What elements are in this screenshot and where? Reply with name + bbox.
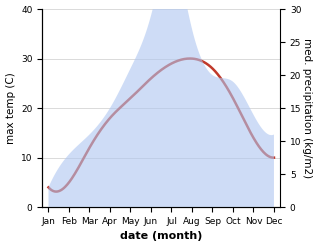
Y-axis label: max temp (C): max temp (C) — [5, 72, 16, 144]
X-axis label: date (month): date (month) — [120, 231, 203, 242]
Y-axis label: med. precipitation (kg/m2): med. precipitation (kg/m2) — [302, 38, 313, 178]
